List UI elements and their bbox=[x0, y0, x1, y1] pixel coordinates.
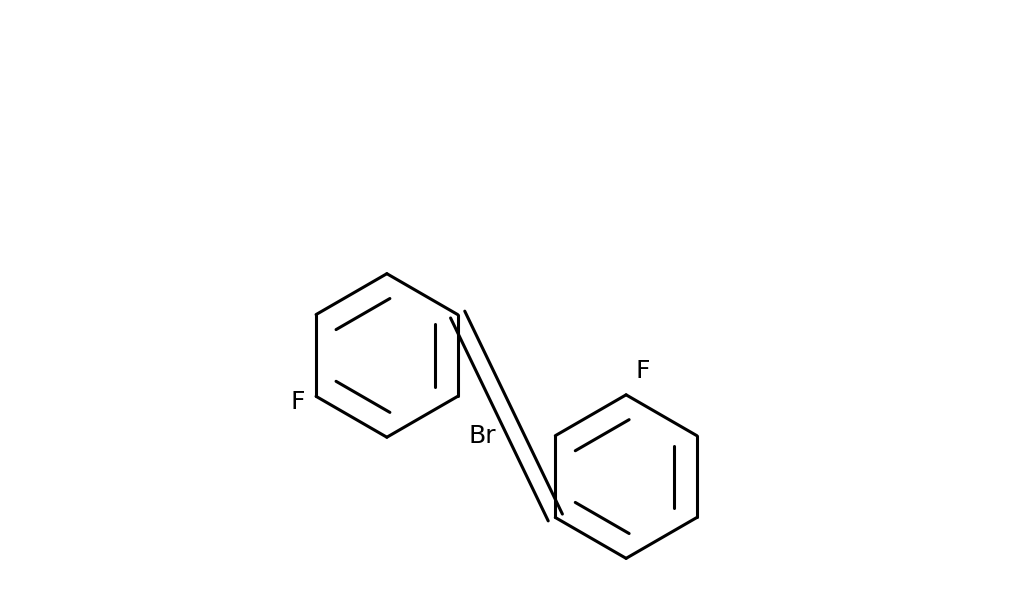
Text: F: F bbox=[635, 359, 649, 383]
Text: F: F bbox=[291, 391, 305, 414]
Text: Br: Br bbox=[468, 424, 496, 448]
